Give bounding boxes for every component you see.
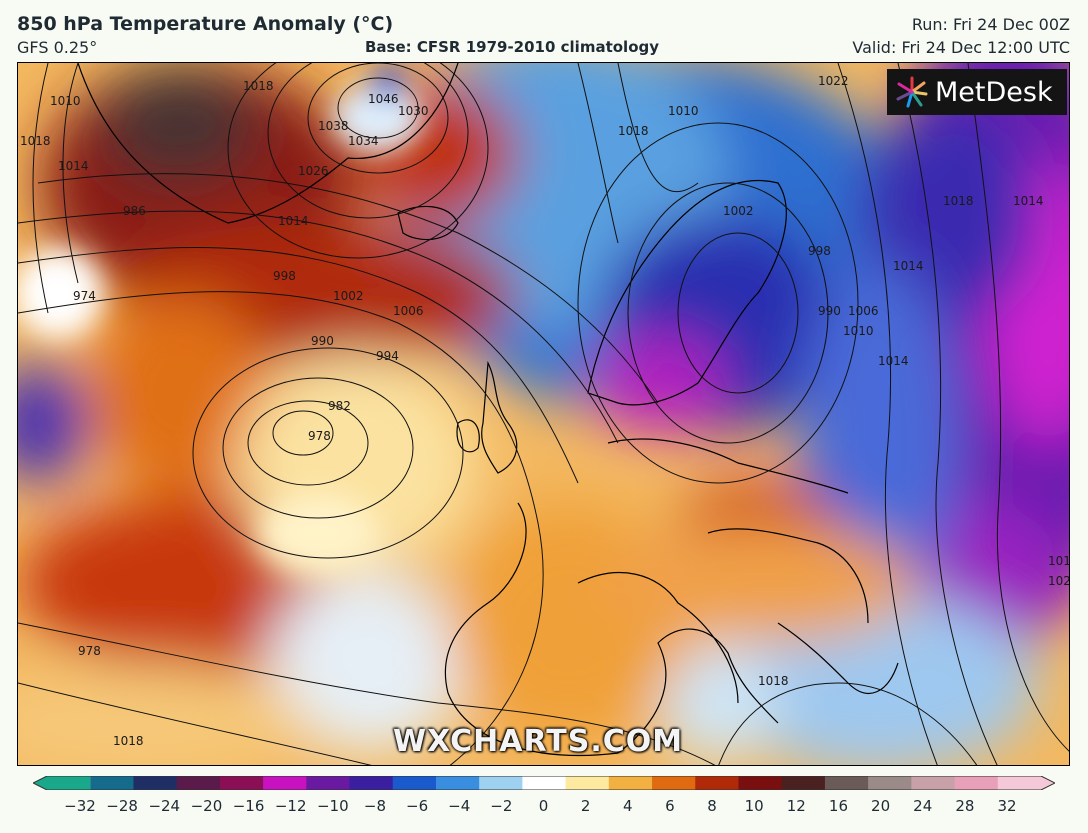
isobar-label: 1030 [398, 104, 429, 118]
coastlines [77, 63, 899, 757]
colorbar-segment [997, 776, 1055, 790]
isobar-label: 1002 [333, 289, 364, 303]
colorbar-tick-label: 32 [997, 797, 1017, 815]
colorbar-segment [695, 776, 739, 790]
isobar-label: 1010 [668, 104, 699, 118]
isobar-label: 1014 [278, 214, 309, 228]
colorbar-segment [824, 776, 869, 790]
colorbar-tick-label: −32 [64, 797, 96, 815]
model-label: GFS 0.25° [17, 38, 98, 57]
isobar-label: 1018 [243, 79, 274, 93]
colorbar-tick-label: −16 [232, 797, 265, 815]
chart-title: 850 hPa Temperature Anomaly (°C) [17, 13, 394, 35]
colorbar-segment [33, 776, 91, 790]
isobar-label: 982 [328, 399, 351, 413]
colorbar-tick-label: 20 [871, 797, 891, 815]
isobar-label: 1038 [318, 119, 349, 133]
colorbar-segment [176, 776, 221, 790]
colorbar-segment [565, 776, 610, 790]
valid-time-label: Valid: Fri 24 Dec 12:00 UTC [852, 38, 1070, 57]
metdesk-logo-text: MetDesk [935, 76, 1053, 108]
colorbar-segment [738, 776, 783, 790]
colorbar-segment [435, 776, 480, 790]
colorbar-segment [652, 776, 696, 790]
colorbar-tick-label: −8 [363, 797, 387, 815]
isobar-label: 1006 [393, 304, 424, 318]
run-time-label: Run: Fri 24 Dec 00Z [911, 15, 1070, 34]
colorbar-segment [781, 776, 826, 790]
colorbar-tick-label: 16 [828, 797, 848, 815]
colorbar-tick-label: 12 [786, 797, 806, 815]
base-climatology-label: Base: CFSR 1979-2010 climatology [365, 38, 660, 56]
colorbar-tick-label: −2 [490, 797, 513, 815]
isobar-label: 978 [78, 644, 101, 658]
isobar-label: 1010 [843, 324, 874, 338]
isobar-label: 1046 [368, 92, 399, 106]
colorbar-tick-label: −24 [148, 797, 181, 815]
isobar-label: 1026 [298, 164, 329, 178]
wxcharts-watermark: WXCHARTS.COM [393, 724, 684, 759]
isobar-label: 998 [808, 244, 831, 258]
colorbar-segment [306, 776, 351, 790]
colorbar-tick-label: 4 [622, 797, 633, 815]
isobar-label: 1014 [1013, 194, 1044, 208]
isobar-label: 1018 [113, 734, 144, 748]
colorbar-tick-label: −12 [274, 797, 307, 815]
isobar-label: 1006 [848, 304, 879, 318]
anomaly-map[interactable]: 1018 1010 1014 1018 1046 1038 1034 1030 1026 1014… [17, 62, 1070, 766]
colorbar-segment [522, 776, 567, 790]
colorbar-segment [133, 776, 178, 790]
isobar-label: 1014 [878, 354, 909, 368]
colorbar-segment [392, 776, 437, 790]
colorbar-segment [349, 776, 394, 790]
isobar-label: 990 [818, 304, 841, 318]
isobar-label: 1018 [20, 134, 51, 148]
colorbar-tick-label: 6 [665, 797, 675, 815]
isobar-label: 974 [73, 289, 96, 303]
isobar-label: 1034 [348, 134, 379, 148]
isobar-label: 1022 [818, 74, 849, 88]
colorbar-segment [90, 776, 134, 790]
colorbar-tick-label: −10 [316, 797, 349, 815]
colorbar-ticks: −32 −28 −24 −20 −16 −12 −10 −8 −6 −4 −2 0 2 4 6 8 10 12 16… [0, 797, 1088, 817]
colorbar-tick-label: 10 [744, 797, 764, 815]
isobar-label: 1014 [893, 259, 924, 273]
colorbar-segment [868, 776, 912, 790]
colorbar-tick-label: 24 [913, 797, 933, 815]
colorbar-tick-label: −20 [190, 797, 223, 815]
isobar-label: 994 [376, 349, 399, 363]
isobar-label: 1014 [58, 159, 89, 173]
isobar-label: 1018 [1048, 554, 1070, 568]
colorbar-segment [479, 776, 523, 790]
isobar-label: 1018 [618, 124, 649, 138]
metdesk-burst-icon [896, 76, 928, 108]
colorbar-tick-label: −6 [406, 797, 429, 815]
metdesk-logo: MetDesk [887, 69, 1067, 115]
colorbar-tick-label: 8 [707, 797, 717, 815]
isobars [18, 63, 1069, 765]
isobar-label: 1018 [758, 674, 789, 688]
colorbar-tick-label: 0 [538, 797, 549, 815]
isobar-label: 990 [311, 334, 334, 348]
isobar-label: 1002 [723, 204, 754, 218]
colorbar-tick-label: 2 [580, 797, 591, 815]
colorbar-segment [911, 776, 956, 790]
isobar-label: 978 [308, 429, 331, 443]
isobar-label: 1010 [50, 94, 81, 108]
isobar-label: 986 [123, 204, 146, 218]
colorbar-segment [219, 776, 264, 790]
colorbar-tick-label: −4 [448, 797, 471, 815]
colorbar-tick-label: 28 [955, 797, 975, 815]
colorbar-segment [954, 776, 999, 790]
isobar-label: 1022 [1048, 574, 1070, 588]
colorbar-tick-label: −28 [106, 797, 138, 815]
colorbar [33, 776, 1055, 790]
colorbar-segment [608, 776, 653, 790]
colorbar-segment [263, 776, 307, 790]
isobar-label: 998 [273, 269, 296, 283]
isobar-label: 1018 [943, 194, 974, 208]
